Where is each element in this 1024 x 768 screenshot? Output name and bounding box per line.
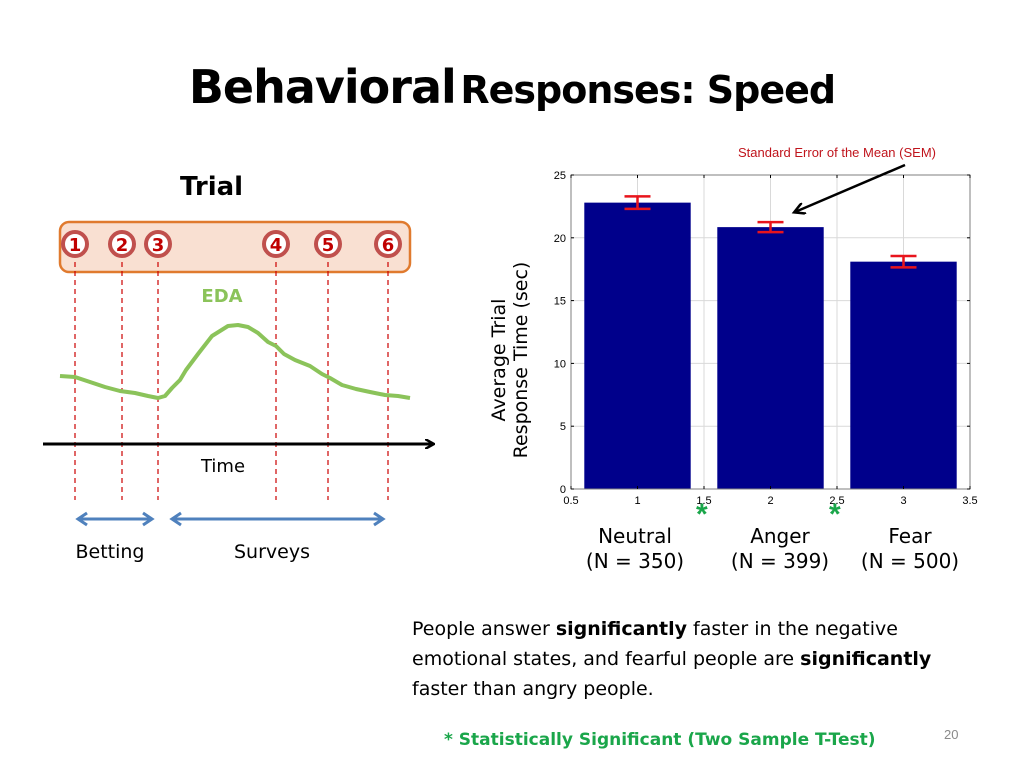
sem-annotation: Standard Error of the Mean (SEM) [738,145,936,160]
x-tick-label: 0.5 [563,495,578,507]
category-n: (N = 500) [860,549,960,573]
summary-fragment: faster than angry people. [412,678,654,700]
chart-ticks: 0.5 1 1.5 2 2.5 3 3.5 0 5 10 15 20 25 [554,170,978,507]
x-tick-label: 3.5 [962,495,977,507]
step-number: 1 [69,235,82,256]
summary-fragment: People answer [412,618,556,640]
y-tick-label: 0 [560,484,566,496]
y-tick-label: 10 [554,358,566,370]
category-n: (N = 399) [730,549,830,573]
trial-label: Trial [180,172,244,202]
step-number: 6 [382,235,395,256]
guide-lines [74,262,389,500]
error-bar-anger [757,220,784,234]
significance-star: * [696,498,708,531]
step-marker: 3 [144,230,172,258]
significance-footnote: * Statistically Significant (Two Sample … [444,730,876,750]
y-tick-label: 20 [554,233,566,245]
eda-signal-line [59,323,411,400]
slide-title-part1: Behavioral [188,60,457,114]
x-tick-label: 2 [767,495,773,507]
x-tick-label: 2.5 [829,495,844,507]
step-number: 2 [116,235,129,256]
emphasis-text: significantly [800,648,932,670]
slide-title-part2: Responses: Speed [460,68,836,112]
bar-fear [850,261,957,489]
y-axis-label: Average Trial Response Time (sec) [475,230,545,490]
phase-surveys: Surveys [169,511,386,563]
x-tick-label: 1 [634,495,640,507]
eda-label: EDA [201,286,242,307]
arrowhead-right-icon [373,511,386,527]
step-circle [108,230,136,258]
step-number: 4 [270,235,283,256]
y-tick-label: 25 [554,170,566,182]
chart-error-bars [624,195,917,269]
category-n: (N = 350) [585,549,685,573]
category-label: Fear (N = 500) [845,524,975,574]
step-circle [144,230,172,258]
step-circle [374,230,402,258]
y-tick-label: 15 [554,296,566,308]
time-label: Time [200,456,245,477]
category-label: Neutral (N = 350) [570,524,700,574]
step-marker: 1 [61,230,89,258]
step-circle [314,230,342,258]
category-name: Anger [750,524,810,548]
y-axis-label-line1: Average Trial [488,298,510,422]
step-circle [262,230,290,258]
x-tick-label: 3 [900,495,906,507]
phase-label: Betting [75,541,144,563]
phase-arrows: Betting Surveys [75,511,386,563]
arrowhead-left-icon [75,511,88,527]
summary-fragment: faster in the negative emotional states,… [412,618,898,670]
step-marker: 2 [108,230,136,258]
phase-betting: Betting [75,511,155,563]
chart-bars [584,202,957,489]
summary-text: People answer significantly faster in th… [412,614,992,704]
category-label: Anger (N = 399) [715,524,845,574]
slide-title: Behavioral Responses: Speed [0,60,1024,114]
trial-diagram: 1 2 3 4 5 6 EDA Time Betting Surveys [43,220,460,563]
step-number: 5 [322,235,335,256]
bar-anger [717,227,824,489]
x-tick-label: 1.5 [696,495,711,507]
step-markers: 1 2 3 4 5 6 [61,230,402,258]
emphasis-text: significantly [555,618,687,640]
y-axis-label-line2: Response Time (sec) [510,261,532,459]
error-bar-neutral [624,195,651,211]
sem-pointer-arrow [795,163,906,212]
arrowhead-right-icon [142,511,155,527]
bar-neutral [584,202,691,489]
page-number: 20 [944,727,959,742]
y-tick-label: 5 [560,421,566,433]
category-name: Fear [888,524,932,548]
significance-star: * [829,498,841,531]
error-bar-fear [890,254,917,269]
phase-label: Surveys [234,541,310,563]
step-marker: 5 [314,230,342,258]
category-name: Neutral [598,524,672,548]
step-number: 3 [152,235,165,256]
step-marker: 4 [262,230,290,258]
step-circle [61,230,89,258]
arrowhead-left-icon [169,511,182,527]
step-marker: 6 [374,230,402,258]
